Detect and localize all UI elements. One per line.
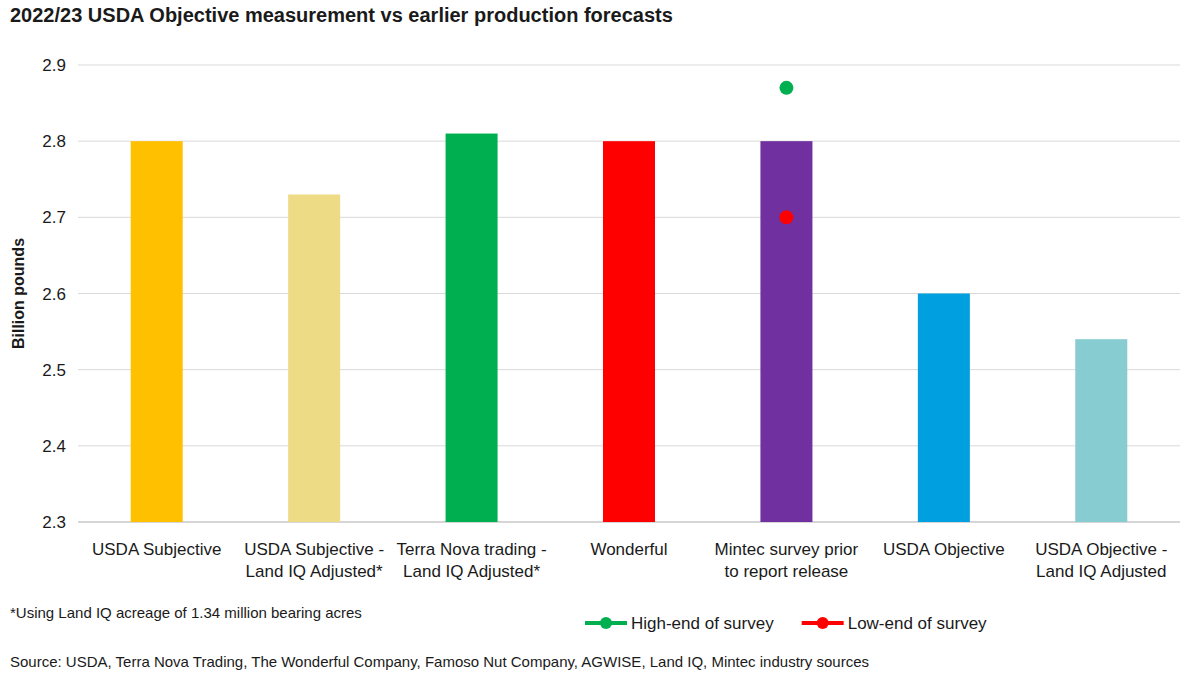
bar — [446, 134, 498, 522]
x-tick-label: Terra Nova trading -Land IQ Adjusted* — [396, 540, 546, 581]
y-tick-label: 2.7 — [42, 208, 66, 227]
marker — [779, 210, 793, 224]
bar — [131, 141, 183, 522]
bar — [288, 194, 340, 522]
legend-label: High-end of survey — [631, 614, 774, 633]
legend-swatch — [817, 617, 829, 629]
grid-line — [78, 65, 1180, 66]
y-tick-label: 2.3 — [42, 513, 66, 532]
y-tick-label: 2.4 — [42, 437, 66, 456]
legend-swatch — [600, 617, 612, 629]
chart: 2022/23 USDA Objective measurement vs ea… — [0, 0, 1194, 681]
y-tick-label: 2.8 — [42, 132, 66, 151]
bar — [603, 141, 655, 522]
x-tick-label: Wonderful — [590, 540, 667, 559]
marker — [779, 81, 793, 95]
bar — [760, 141, 812, 522]
title: 2022/23 USDA Objective measurement vs ea… — [10, 4, 673, 26]
legend-label: Low-end of survey — [848, 614, 987, 633]
y-tick-label: 2.6 — [42, 285, 66, 304]
footnote: *Using Land IQ acreage of 1.34 million b… — [10, 604, 362, 621]
bar — [1075, 339, 1127, 522]
x-tick-label: USDA Objective -Land IQ Adjusted — [1035, 540, 1167, 581]
x-tick-label: USDA Subjective — [92, 540, 221, 559]
bar — [918, 294, 970, 523]
plot-area — [131, 81, 1128, 522]
x-tick-label: Mintec survey priorto report release — [715, 540, 859, 581]
x-tick-label: USDA Objective — [883, 540, 1005, 559]
source: Source: USDA, Terra Nova Trading, The Wo… — [10, 653, 869, 670]
y-tick-label: 2.9 — [42, 56, 66, 75]
x-tick-label: USDA Subjective -Land IQ Adjusted* — [244, 540, 384, 581]
y-tick-label: 2.5 — [42, 361, 66, 380]
y-axis-label: Billion pounds — [10, 238, 27, 349]
